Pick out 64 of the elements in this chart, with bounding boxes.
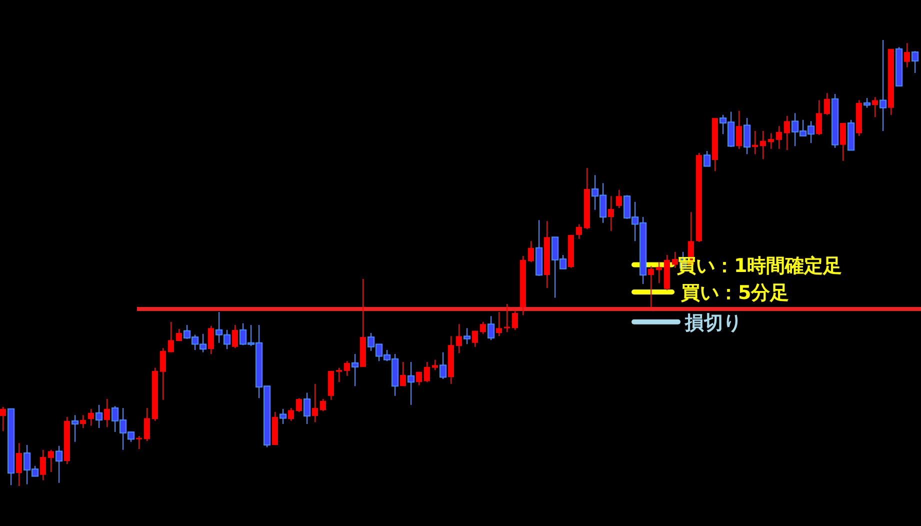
candlestick [512, 310, 518, 330]
candlestick [336, 367, 342, 383]
candlestick [16, 442, 22, 486]
candlestick [48, 449, 54, 473]
candlestick [144, 407, 150, 442]
candlestick [704, 150, 710, 167]
candlestick [0, 406, 6, 432]
candlestick [56, 445, 62, 484]
candlestick [472, 330, 478, 348]
candlestick [208, 325, 214, 354]
candlestick [672, 251, 678, 268]
candlestick [768, 132, 774, 150]
candlestick [96, 404, 102, 429]
candlestick [304, 392, 310, 425]
candlestick [312, 383, 318, 423]
candlestick [504, 304, 510, 333]
candlestick [72, 414, 78, 442]
candlestick [904, 42, 910, 68]
candlestick [416, 371, 422, 386]
candlestick [400, 362, 406, 387]
candlestick [616, 189, 622, 209]
candlestick [288, 407, 294, 422]
candlestick [496, 312, 502, 337]
candlestick [880, 40, 886, 132]
candlestick [576, 224, 582, 240]
candlestick [912, 50, 918, 74]
candlestick [104, 398, 110, 428]
candlestick [424, 362, 430, 383]
candlestick [656, 262, 662, 284]
ref-line-label: 買い：5分足 [680, 282, 790, 304]
candlestick [776, 126, 782, 150]
candlestick [40, 449, 46, 481]
candlestick [488, 316, 494, 341]
candlestick [864, 97, 870, 108]
candlestick [648, 266, 654, 308]
candlestick [320, 398, 326, 412]
candlestick [344, 360, 350, 376]
candlestick [408, 362, 414, 406]
candlestick [352, 353, 358, 387]
candlestick [464, 328, 470, 345]
candlestick [744, 118, 750, 155]
candlestick [176, 328, 182, 342]
candlestick [80, 414, 86, 429]
candlestick [136, 436, 142, 450]
candlestick [840, 122, 846, 162]
candlestick [824, 92, 830, 116]
candlestick [784, 115, 790, 151]
candlestick [440, 352, 446, 380]
candlestick [296, 398, 302, 412]
candlestick [528, 240, 534, 263]
candlestick [160, 348, 166, 400]
candlestick [736, 110, 742, 150]
ref-line-label: 損切り [684, 312, 742, 334]
candlestick [168, 321, 174, 353]
candlestick [608, 196, 614, 232]
candlestick [280, 408, 286, 425]
candlestick [88, 408, 94, 426]
candlestick [872, 96, 878, 118]
candlestick [232, 324, 238, 349]
candlestick [432, 359, 438, 371]
candlestick [480, 321, 486, 334]
candlestick [760, 130, 766, 160]
candlestick [456, 324, 462, 354]
candlestick [816, 100, 822, 136]
